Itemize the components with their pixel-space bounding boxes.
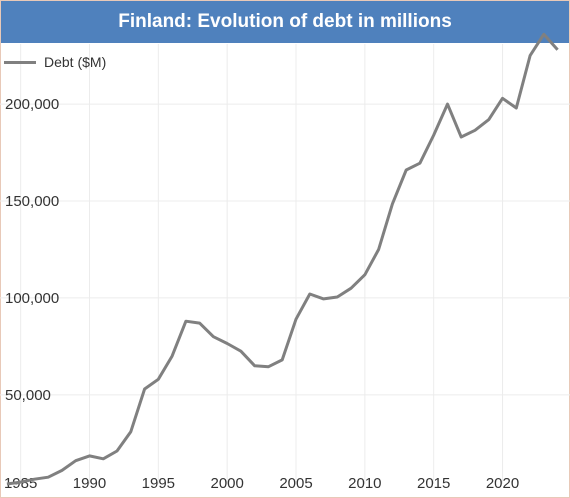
series-layer bbox=[6, 32, 559, 486]
series-line bbox=[6, 32, 559, 486]
x-tick-label: 2010 bbox=[348, 475, 381, 492]
x-tick-label: 2020 bbox=[486, 475, 519, 492]
x-tick-label: 1990 bbox=[73, 475, 106, 492]
x-tick-label: 2015 bbox=[417, 475, 450, 492]
x-tick-label: 2000 bbox=[210, 475, 243, 492]
legend: Debt ($M) bbox=[4, 54, 106, 70]
chart-title: Finland: Evolution of debt in millions bbox=[118, 11, 452, 32]
x-axis-tick-labels: 1985 1990 1995 2000 2005 2010 2015 2020 bbox=[4, 475, 519, 492]
x-tick-label: 2005 bbox=[279, 475, 312, 492]
legend-swatch bbox=[4, 60, 36, 64]
gridlines bbox=[0, 44, 570, 484]
y-tick-label: 100,000 bbox=[5, 290, 59, 307]
y-tick-label: 150,000 bbox=[5, 193, 59, 210]
y-tick-label: 200,000 bbox=[5, 96, 59, 113]
y-tick-label: 50,000 bbox=[5, 387, 51, 404]
y-axis-tick-labels: 50,000 100,000 150,000 200,000 bbox=[5, 96, 59, 404]
x-tick-label: 1995 bbox=[142, 475, 175, 492]
legend-label: Debt ($M) bbox=[44, 54, 107, 70]
chart-title-bar: Finland: Evolution of debt in millions bbox=[1, 1, 569, 43]
